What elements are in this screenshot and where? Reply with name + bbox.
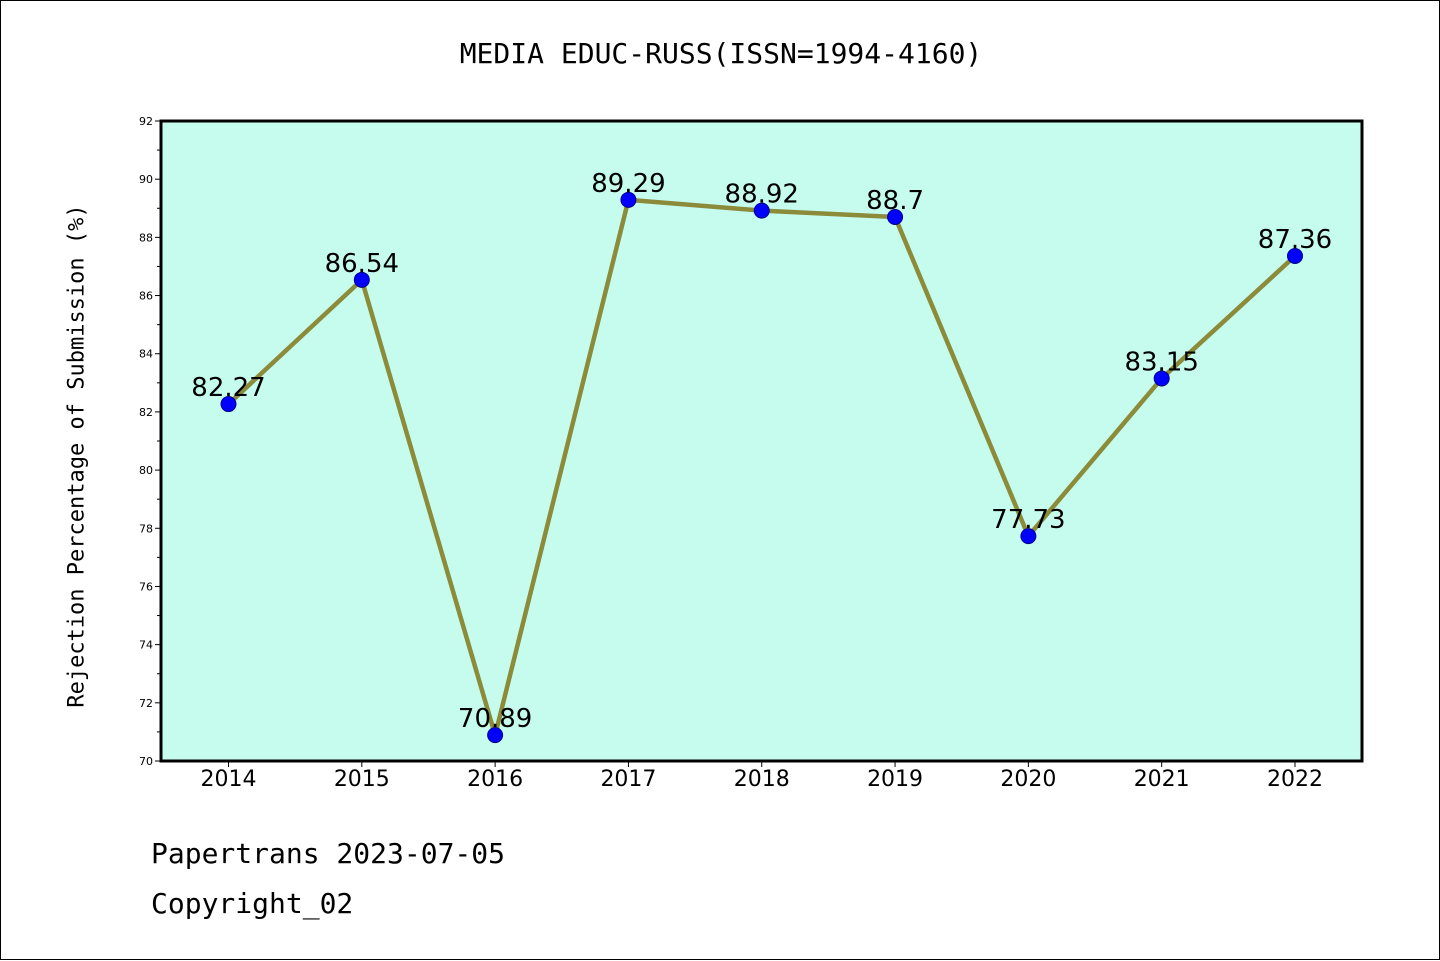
data-label: 86.54 [325,249,399,279]
data-label: 70.89 [458,704,532,734]
data-label: 77.73 [991,505,1065,535]
x-tick-label: 2015 [334,767,390,792]
data-point [1153,370,1170,387]
x-tick-label: 2018 [734,767,790,792]
data-label: 87.36 [1258,225,1332,255]
data-point [753,202,770,219]
footer-copyright: Copyright_02 [151,887,354,920]
plot-background [161,121,1362,761]
plot-border [159,119,1364,763]
data-label: 88.7 [866,186,924,216]
y-tick-label: 76 [139,580,153,593]
y-tick-label: 82 [139,406,153,419]
x-tick-label: 2016 [467,767,523,792]
data-label: 88.92 [725,180,799,210]
x-tick-label: 2021 [1134,767,1190,792]
y-tick-label: 78 [139,522,153,535]
x-tick-label: 2014 [201,767,257,792]
y-tick-label: 84 [139,348,153,361]
data-point [1020,528,1037,545]
x-tick-label: 2017 [600,767,656,792]
y-tick-label: 88 [139,231,153,244]
data-label: 83.15 [1124,347,1198,377]
data-label: 82.27 [191,373,265,403]
footer-date: Papertrans 2023-07-05 [151,837,506,870]
x-tick-label: 2019 [867,767,923,792]
data-label: 89.29 [591,169,665,199]
y-tick-label: 80 [139,464,153,477]
x-tick-label: 2022 [1267,767,1323,792]
data-point [353,271,370,288]
data-point [620,191,637,208]
data-point [220,396,237,413]
y-tick-label: 90 [139,173,153,186]
y-tick-label: 70 [139,755,153,768]
y-tick-label: 72 [139,697,153,710]
chart-title: MEDIA EDUC-RUSS(ISSN=1994-4160) [459,37,983,70]
y-tick-label: 86 [139,290,153,303]
y-tick-label: 92 [139,115,153,128]
data-point [1287,247,1303,264]
y-tick-label: 74 [139,639,153,652]
data-point [487,727,504,744]
data-point [887,209,904,225]
x-tick-label: 2020 [1000,767,1056,792]
